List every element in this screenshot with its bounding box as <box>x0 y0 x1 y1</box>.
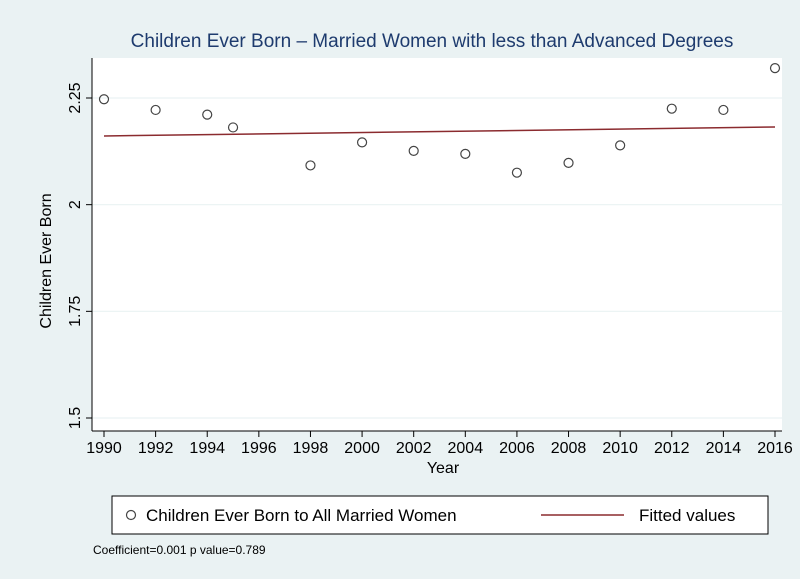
legend-label-scatter: Children Ever Born to All Married Women <box>146 506 457 525</box>
x-tick-label: 2008 <box>551 440 587 457</box>
x-tick-label: 1992 <box>138 440 174 457</box>
legend-box <box>111 495 769 535</box>
x-tick-label: 2000 <box>344 440 380 457</box>
data-point <box>150 104 161 116</box>
x-tick-label: 1996 <box>241 440 277 457</box>
data-point <box>718 104 729 116</box>
legend: Children Ever Born to All Married Women … <box>111 495 769 535</box>
x-tick-label: 1990 <box>86 440 122 457</box>
chart-title: Children Ever Born – Married Women with … <box>131 31 734 52</box>
x-tick-label: 1994 <box>189 440 225 457</box>
data-point <box>460 148 471 159</box>
data-point <box>769 63 781 74</box>
chart-note: Coefficient=0.001 p value=0.789 <box>93 543 266 557</box>
x-tick-label: 2010 <box>602 440 638 457</box>
x-tick-label: 2002 <box>396 440 432 457</box>
x-tick-label: 2014 <box>706 440 742 457</box>
grid <box>92 97 782 419</box>
data-point <box>511 167 523 178</box>
legend-label-fitted: Fitted values <box>639 506 735 525</box>
x-tick-label: 2012 <box>654 440 690 457</box>
series <box>98 63 781 178</box>
data-point <box>98 94 110 105</box>
legend-scatter-marker <box>125 509 137 521</box>
data-point <box>305 160 316 171</box>
x-tick-label: 2016 <box>757 440 793 457</box>
data-point <box>227 122 239 133</box>
data-point <box>666 103 677 114</box>
y-tick-label: 2 <box>67 200 84 209</box>
data-point <box>563 157 574 168</box>
axes: 1.5 1.75 2 2.25 1990 1992 1994 1996 1998 2000 2002… <box>67 58 793 457</box>
fitted-line <box>103 126 776 137</box>
x-tick-label: 1998 <box>293 440 329 457</box>
data-point <box>615 140 626 151</box>
x-tick-label: 2006 <box>499 440 535 457</box>
y-tick-label: 2.25 <box>67 82 84 113</box>
data-point <box>202 109 213 120</box>
plot-area <box>92 58 782 431</box>
x-tick-label: 2004 <box>448 440 484 457</box>
x-axis-title: Year <box>427 460 460 477</box>
y-axis-title: Children Ever Born <box>38 193 55 328</box>
y-tick-label: 1.5 <box>67 407 84 429</box>
data-point <box>356 137 368 148</box>
y-tick-label: 1.75 <box>67 296 84 327</box>
data-point <box>408 145 419 157</box>
